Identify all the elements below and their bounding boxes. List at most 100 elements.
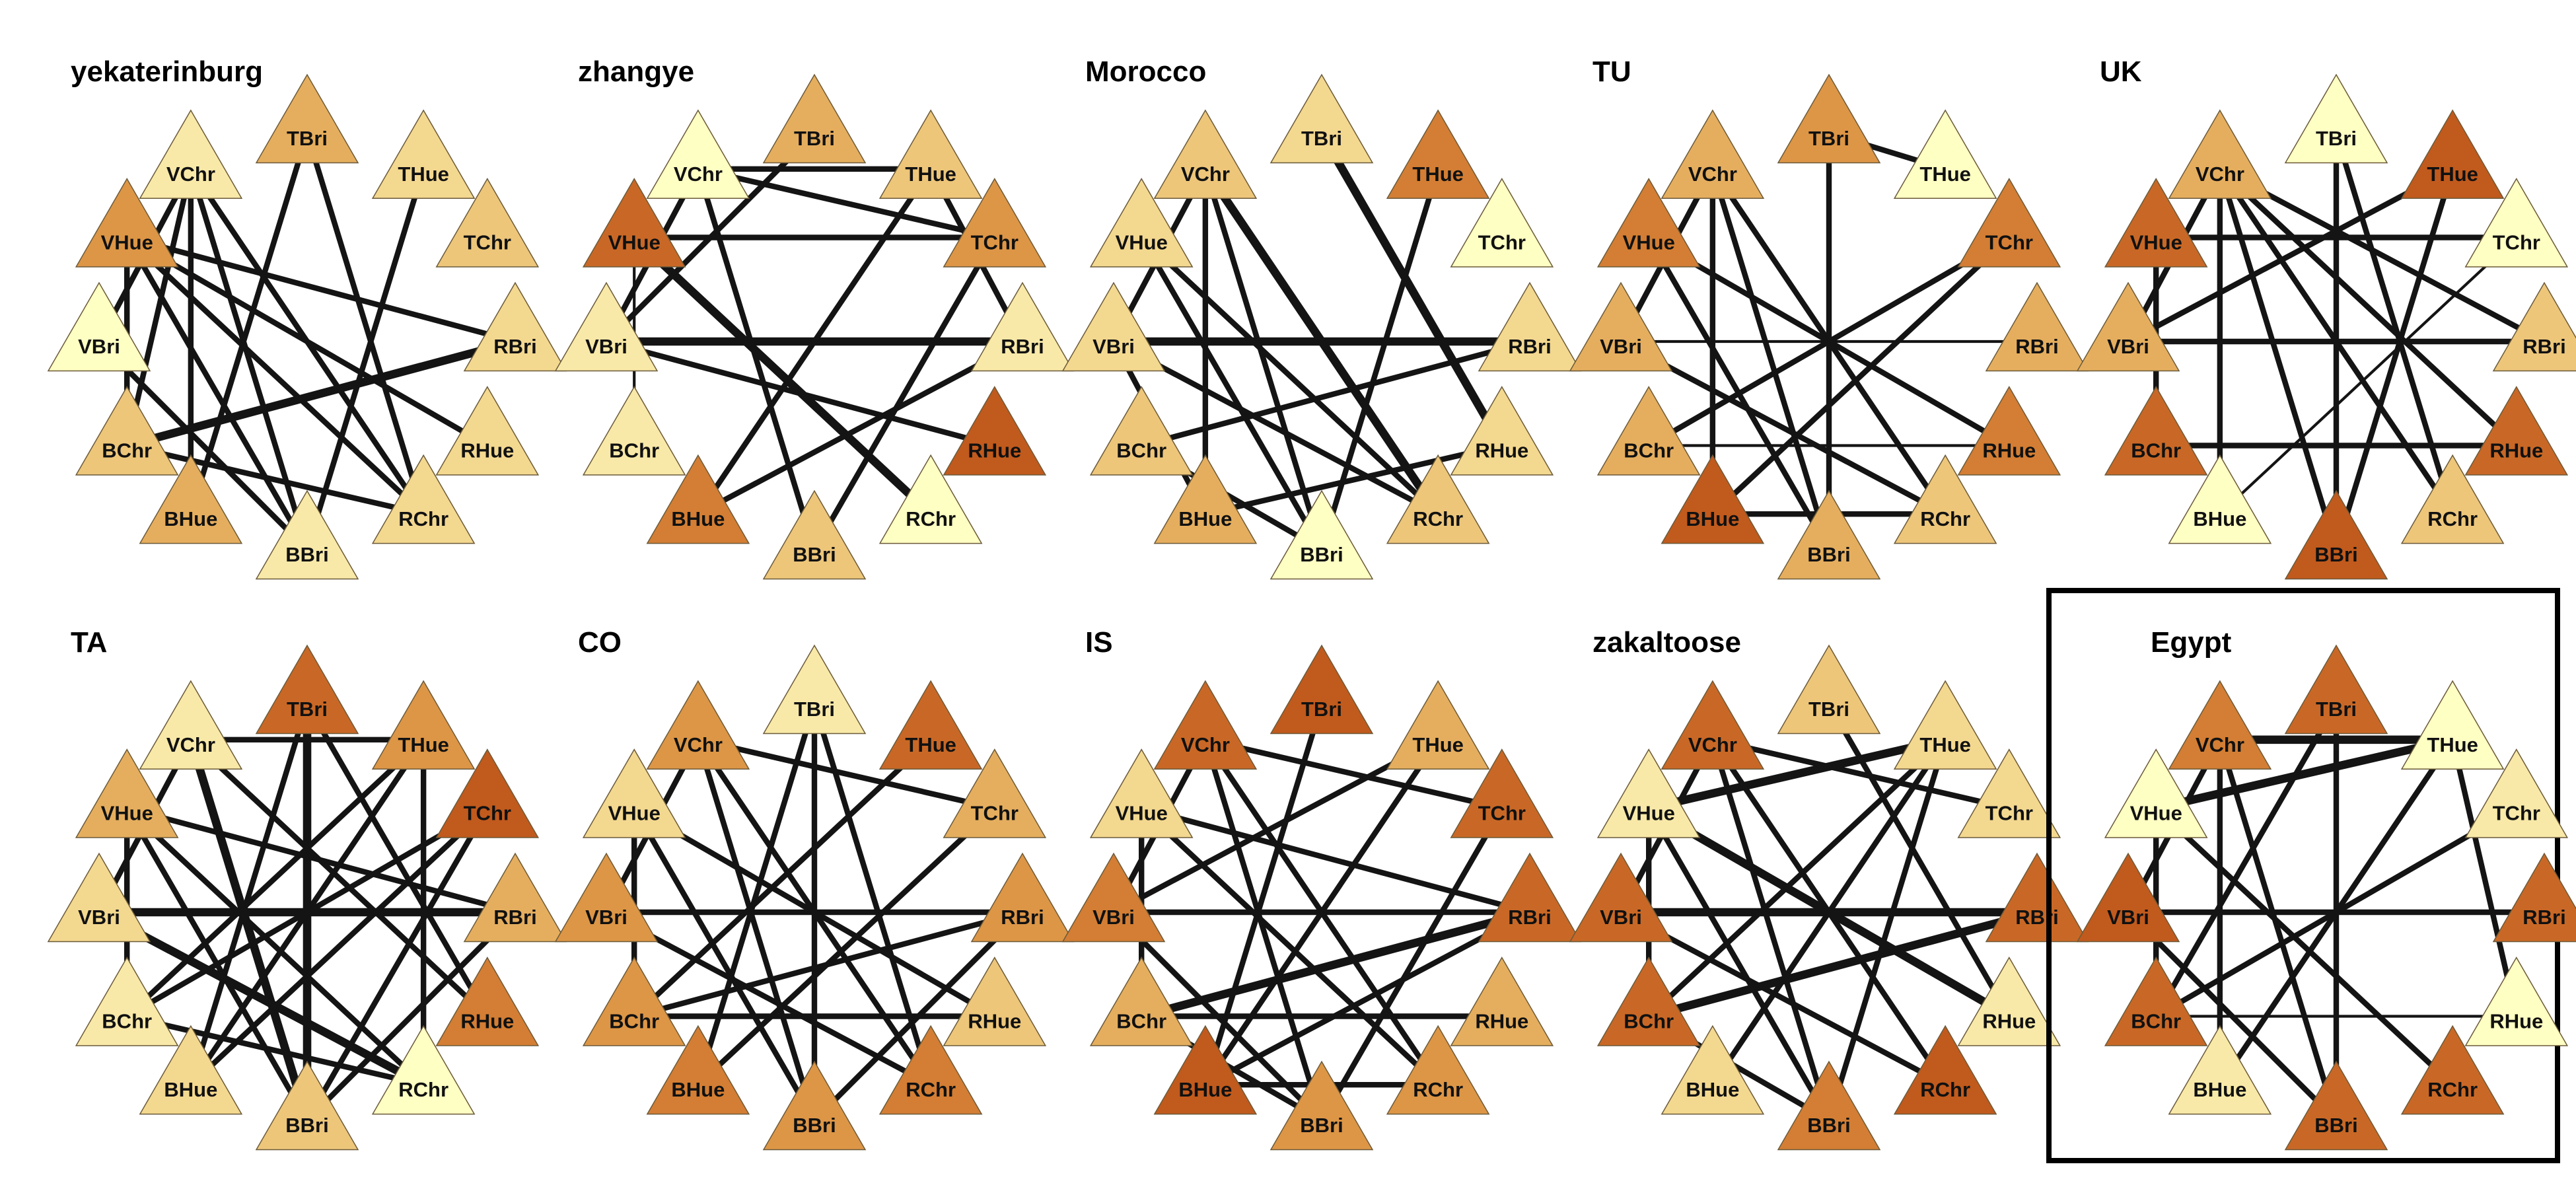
edge-BChr-TChr [124, 805, 490, 1019]
node-VBri: VBri [1061, 281, 1166, 372]
node-label: VChr [1181, 733, 1230, 756]
edge-VBri-RChr [1110, 338, 1441, 517]
node-label: TBri [2316, 127, 2357, 150]
node-triangle [371, 1025, 476, 1115]
node-triangle [970, 281, 1075, 372]
edge-VChr-RHue [188, 737, 490, 1019]
node-triangle [1957, 386, 2061, 476]
node-label: VHue [1623, 802, 1675, 825]
node-RHue: RHue [943, 386, 1047, 476]
edge-VChr-RChr [1709, 737, 1949, 1088]
node-TChr: TChr [2464, 748, 2569, 838]
node-triangle [762, 73, 867, 164]
node-triangle [139, 680, 243, 770]
node-label: RHue [460, 1010, 514, 1033]
node-label: BHue [1686, 507, 1739, 530]
node-triangle [2464, 178, 2569, 268]
edge-RBri-BHue [1202, 909, 1533, 1088]
node-VChr: VChr [1153, 680, 1258, 770]
node-THue: THue [878, 109, 983, 199]
node-BHue: BHue [1153, 454, 1258, 544]
node-THue: THue [1386, 109, 1490, 199]
edge-VChr-BBri [695, 737, 818, 1124]
node-triangle [1089, 956, 1194, 1046]
panel-title: CO [578, 626, 622, 659]
node-label: RHue [2489, 439, 2543, 462]
edge-VChr-TChr [1709, 737, 2012, 811]
node-triangle [1985, 852, 2089, 943]
node-VChr: VChr [1661, 680, 1765, 770]
edge-VHue-RBri [1139, 805, 1533, 916]
node-triangle [762, 489, 867, 580]
node-BBri: BBri [2284, 1060, 2388, 1151]
edge-VHue-RChr [2153, 805, 2456, 1088]
node-label: VBri [78, 906, 120, 929]
node-TBri: TBri [762, 644, 867, 735]
edge-RBri-BBri [304, 909, 519, 1124]
node-THue: THue [371, 109, 476, 199]
node-VChr: VChr [1153, 109, 1258, 199]
edge-BChr-RChr [124, 1013, 427, 1088]
node-label: TBri [287, 698, 328, 721]
edge-THue-BChr [1646, 737, 1949, 1019]
node-label: VBri [585, 335, 627, 358]
node-VBri: VBri [47, 852, 151, 943]
node-layer: TBri THue TChr RBri RHue RChr BBri BHue BChr VBri… [47, 73, 567, 580]
edge-VHue-BBri [1646, 805, 1832, 1124]
node-RHue: RHue [1957, 956, 2061, 1046]
node-triangle [878, 680, 983, 770]
node-TChr: TChr [435, 748, 540, 838]
node-BHue: BHue [2168, 454, 2272, 544]
node-triangle [1089, 748, 1194, 838]
node-triangle [255, 73, 359, 164]
edge-VChr-RHue [2217, 166, 2519, 449]
node-triangle [463, 281, 567, 372]
edge-VHue-BBri [631, 805, 818, 1124]
edge-TChr-BHue [1709, 234, 2012, 517]
node-BBri: BBri [1270, 489, 1374, 580]
node-triangle [1777, 489, 1881, 580]
node-triangle [1061, 281, 1166, 372]
node-VBri: VBri [2076, 281, 2180, 372]
node-label: THue [2427, 733, 2478, 756]
node-triangle [139, 454, 243, 544]
node-triangle [2168, 454, 2272, 544]
node-layer: TBri THue TChr RBri RHue RChr BBri BHue BChr VBri… [1061, 644, 1582, 1151]
node-triangle [1450, 748, 1554, 838]
node-triangle [75, 386, 179, 476]
node-VBri: VBri [47, 281, 151, 372]
node-triangle [1893, 109, 1997, 199]
node-triangle [1569, 281, 1673, 372]
node-triangle [1596, 748, 1701, 838]
node-triangle [2464, 386, 2569, 476]
node-BHue: BHue [646, 454, 750, 544]
node-BHue: BHue [1153, 1025, 1258, 1115]
node-triangle [2400, 109, 2505, 199]
node-THue: THue [2400, 109, 2505, 199]
node-THue: THue [1386, 680, 1490, 770]
node-TChr: TChr [435, 178, 540, 268]
node-RHue: RHue [435, 956, 540, 1046]
node-BChr: BChr [1089, 386, 1194, 476]
node-triangle [2104, 386, 2208, 476]
node-triangle [943, 748, 1047, 838]
node-label: BHue [1178, 1078, 1232, 1101]
node-triangle [1089, 386, 1194, 476]
node-TChr: TChr [1450, 748, 1554, 838]
node-label: VHue [101, 231, 153, 254]
node-label: VBri [1092, 335, 1135, 358]
node-triangle [2492, 852, 2576, 943]
edge-TBri-RChr [304, 130, 427, 517]
edge-VBri-RChr [1618, 909, 1949, 1088]
node-triangle [255, 644, 359, 735]
node-triangle [2400, 454, 2505, 544]
node-layer: TBri THue TChr RBri RHue RChr BBri BHue BChr VBri… [2076, 73, 2576, 580]
edge-THue-BBri [1318, 166, 1441, 553]
node-layer: TBri THue TChr RBri RHue RChr BBri BHue BChr VBri… [1569, 644, 2089, 1151]
node-RBri: RBri [2492, 281, 2576, 372]
node-triangle [878, 109, 983, 199]
edge-THue-BChr [124, 737, 427, 1019]
node-triangle [2464, 956, 2569, 1046]
node-VHue: VHue [2104, 748, 2208, 838]
